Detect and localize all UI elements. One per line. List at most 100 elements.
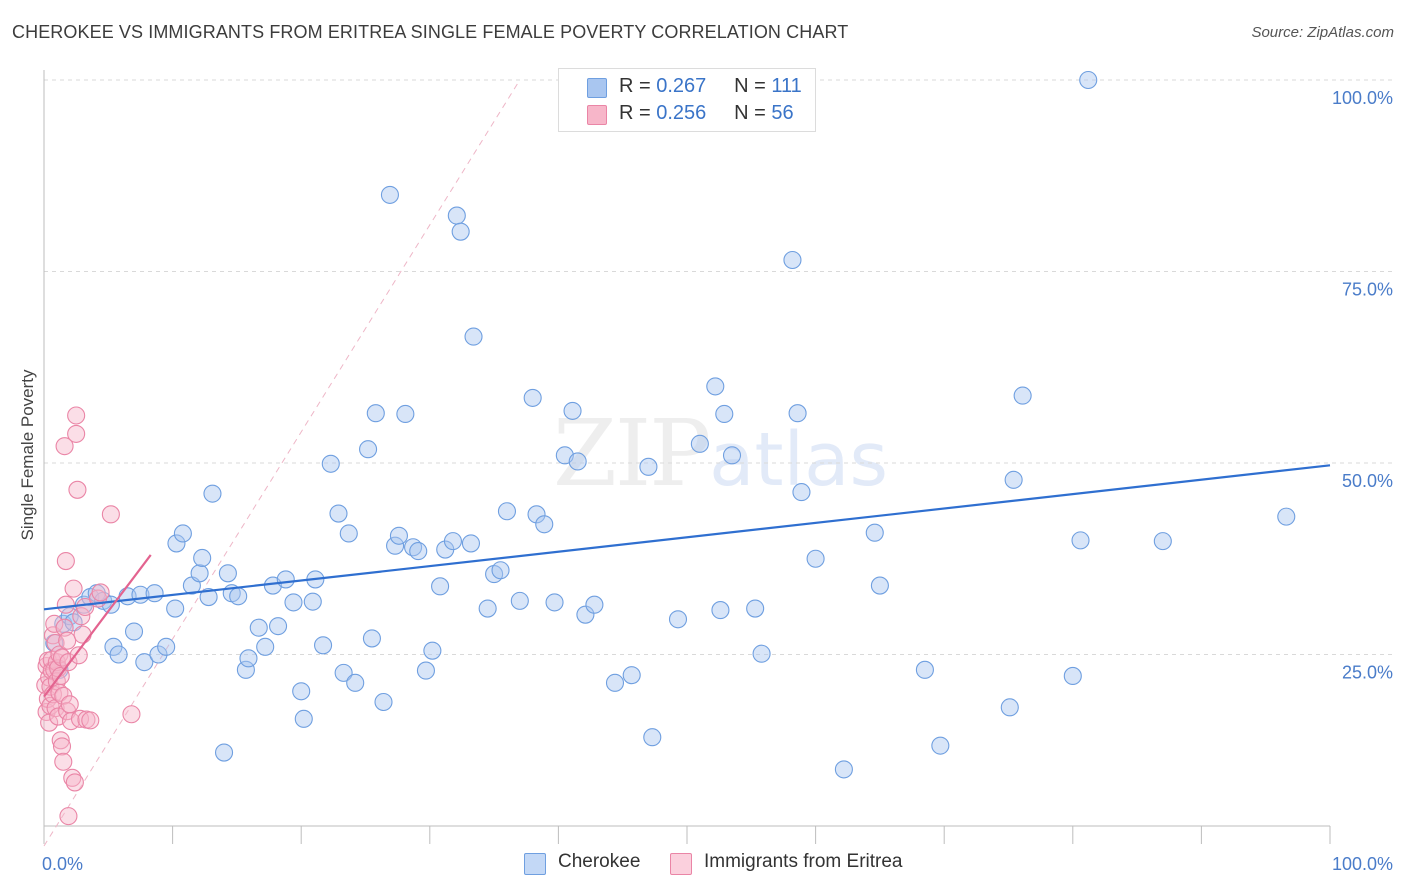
cherokee-point: [451, 222, 470, 241]
cherokee-point: [292, 682, 311, 701]
cherokee-point: [386, 536, 405, 555]
cherokee-point: [706, 377, 725, 396]
cherokee-point: [276, 570, 295, 589]
cherokee-point: [321, 454, 340, 473]
correlation-legend: R = 0.267 N = 111 R = 0.256 N = 56: [558, 68, 816, 132]
eritrea-trend-line: [43, 554, 152, 698]
eritrea-point: [72, 607, 91, 626]
cherokee-point: [622, 666, 641, 685]
n-value: 56: [771, 102, 794, 124]
n-label: N =: [734, 102, 766, 124]
cherokee-point: [236, 660, 255, 679]
cherokee-point: [149, 645, 168, 664]
eritrea-point: [51, 731, 70, 750]
legend-swatch-cherokee: [524, 853, 546, 875]
cherokee-point: [783, 250, 802, 270]
cherokee-point: [157, 637, 176, 656]
eritrea-point: [67, 406, 86, 425]
cherokee-point: [167, 534, 186, 553]
axes: [43, 70, 1331, 844]
cherokee-point: [668, 610, 688, 629]
n-label: N =: [734, 75, 766, 97]
cherokee-point: [568, 452, 587, 471]
eritrea-point: [101, 505, 120, 524]
cherokee-point: [124, 622, 144, 641]
diagonal-line: [43, 79, 521, 847]
cherokee-point: [409, 542, 428, 561]
cherokee-point: [563, 401, 582, 420]
series-eritrea-points: [36, 406, 141, 826]
chart-title: CHEROKEE VS IMMIGRANTS FROM ERITREA SING…: [12, 22, 849, 42]
eritrea-point: [81, 711, 100, 730]
cherokee-point: [510, 591, 529, 610]
cherokee-point: [135, 653, 154, 672]
eritrea-point: [122, 705, 141, 724]
cherokee-point: [915, 660, 934, 679]
cherokee-point: [1013, 386, 1032, 405]
cherokee-point: [294, 709, 313, 728]
cherokee-point: [284, 593, 303, 612]
cherokee-point: [145, 584, 164, 603]
cherokee-point: [214, 743, 234, 762]
eritrea-point: [73, 625, 92, 644]
grid-lines: [44, 79, 1395, 655]
trend-lines: [43, 464, 1331, 698]
cherokee-point: [218, 564, 237, 583]
cherokee-point: [362, 629, 381, 648]
eritrea-point: [69, 646, 88, 665]
cherokee-point: [166, 599, 185, 618]
r-label: R =: [619, 75, 651, 97]
cherokee-point: [834, 760, 853, 779]
y-tick-label: 100.0%: [1332, 88, 1393, 108]
cherokee-point: [269, 617, 288, 636]
cherokee-point: [1004, 470, 1023, 489]
cherokee-point: [535, 515, 554, 534]
cherokee-point: [314, 636, 333, 655]
eritrea-point: [52, 737, 72, 756]
cherokee-point: [752, 644, 771, 663]
cherokee-point: [464, 327, 483, 346]
cherokee-point: [339, 524, 358, 543]
legend-swatch-cherokee: [587, 78, 607, 98]
cherokee-point: [109, 645, 128, 664]
eritrea-point: [65, 773, 84, 792]
cherokee-point: [639, 457, 658, 476]
cherokee-point: [643, 728, 662, 747]
eritrea-point: [55, 437, 74, 456]
cherokee-point: [527, 505, 546, 524]
cherokee-point: [359, 440, 378, 459]
cherokee-point: [334, 663, 353, 682]
source-label: Source: ZipAtlas.com: [1251, 24, 1394, 41]
cherokee-point: [416, 661, 435, 680]
cherokee-point: [605, 673, 625, 692]
cherokee-point: [870, 576, 889, 595]
legend-label-eritrea: Immigrants from Eritrea: [704, 851, 903, 872]
cherokee-point: [366, 404, 385, 423]
cherokee-point: [1000, 698, 1019, 717]
eritrea-point: [56, 551, 75, 571]
cherokee-point: [497, 502, 517, 521]
cherokee-point: [478, 599, 497, 618]
cherokee-point: [788, 404, 807, 423]
x-tick-label-min: 0.0%: [42, 854, 83, 874]
x-tick-labels: 0.0% 100.0%: [42, 854, 1393, 874]
eritrea-point: [54, 752, 73, 771]
cherokee-point: [1071, 531, 1090, 550]
cherokee-point: [1079, 70, 1098, 90]
legend-swatch-eritrea: [587, 105, 607, 125]
r-value: 0.256: [656, 102, 707, 124]
cherokee-point: [389, 526, 408, 545]
cherokee-point: [523, 388, 542, 407]
cherokee-point: [865, 523, 884, 542]
legend-stats-cherokee: R = 0.267 N = 111: [619, 75, 802, 98]
y-tick-label: 25.0%: [1342, 663, 1393, 683]
eritrea-point: [76, 597, 95, 617]
legend-swatch-eritrea: [670, 853, 692, 875]
eritrea-point: [58, 631, 77, 650]
cherokee-point: [173, 524, 192, 543]
series-cherokee-points: [45, 70, 1296, 779]
cherokee-point: [1277, 507, 1296, 526]
cherokee-point: [374, 692, 393, 712]
eritrea-point: [56, 595, 75, 614]
